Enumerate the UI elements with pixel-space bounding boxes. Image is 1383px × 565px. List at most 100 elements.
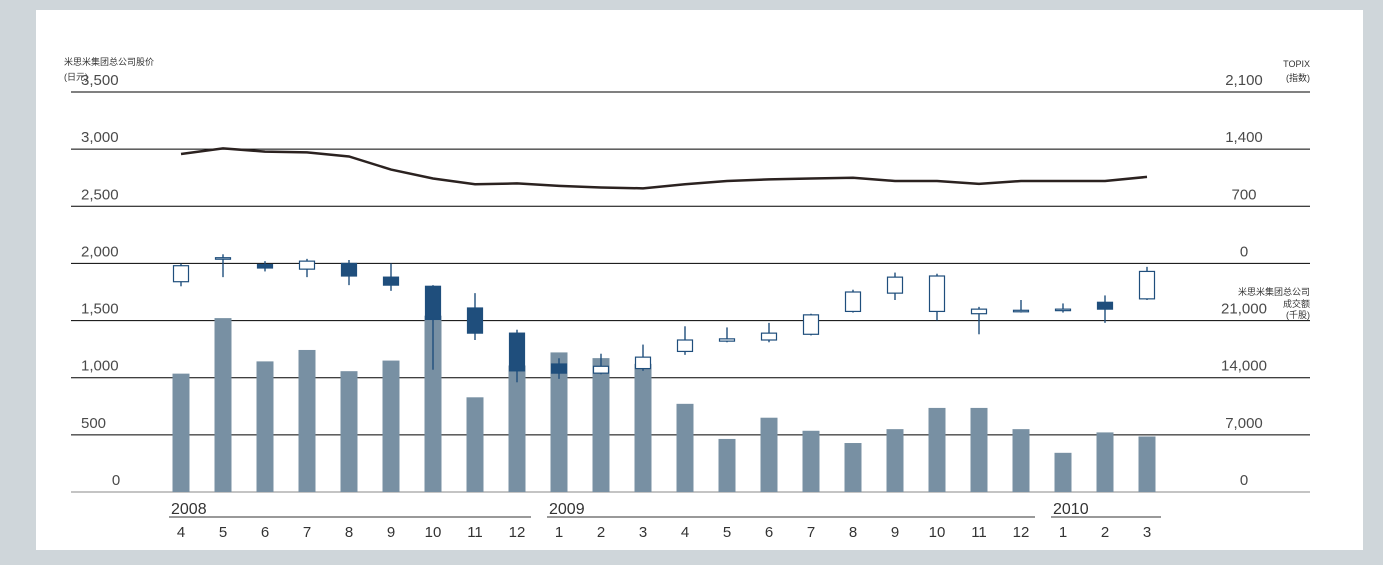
volume-axis-title: 米思米集团总公司 — [1238, 286, 1310, 297]
month-label: 8 — [849, 524, 857, 541]
month-label: 11 — [971, 524, 987, 541]
left-tick-label: 2,000 — [81, 243, 119, 260]
month-label: 7 — [303, 524, 311, 541]
volume-bar — [886, 429, 904, 492]
volume-axis-title2: 成交额 — [1283, 298, 1310, 309]
candle-body — [298, 260, 316, 270]
candle-body — [676, 339, 694, 353]
candle-body — [1096, 301, 1114, 310]
month-label: 3 — [639, 524, 647, 541]
volume-bar — [844, 443, 862, 492]
year-label: 2010 — [1053, 501, 1089, 518]
volume-bar — [970, 407, 988, 492]
left-tick-label: 1,000 — [81, 358, 119, 375]
candle-body — [928, 275, 946, 313]
month-label: 5 — [219, 524, 227, 541]
price-candles — [172, 254, 1156, 383]
month-label: 10 — [929, 524, 946, 541]
topix-line — [180, 147, 1148, 190]
left-axis-title: 米思米集团总公司股价 — [64, 56, 154, 67]
left-tick-label: 3,500 — [81, 72, 119, 89]
topix-axis-unit: (指数) — [1286, 72, 1310, 83]
month-label: 8 — [345, 524, 353, 541]
stock-chart: 米思米集团总公司股价 (日元) TOPIX (指数) 米思米集团总公司 成交额 … — [64, 56, 1310, 541]
candle-body — [760, 332, 778, 341]
volume-bar — [718, 438, 736, 492]
volume-bar — [1012, 429, 1030, 492]
volume-bars — [172, 315, 1156, 492]
left-tick-label: 500 — [81, 415, 106, 432]
left-axis-unit: (日元) — [64, 72, 88, 82]
left-tick-label: 1,500 — [81, 301, 119, 318]
candle-body — [1138, 270, 1156, 300]
volume-bar — [508, 365, 526, 492]
right-tick-label: 700 — [1231, 186, 1256, 203]
candle-body — [634, 356, 652, 370]
volume-bar — [298, 349, 316, 492]
volume-bar — [634, 363, 652, 492]
left-tick-label: 3,000 — [81, 129, 119, 146]
candle-body — [256, 263, 274, 269]
volume-bar — [172, 373, 190, 492]
chart-panel: 米思米集团总公司股价 (日元) TOPIX (指数) 米思米集团总公司 成交额 … — [36, 10, 1363, 550]
month-label: 4 — [177, 524, 185, 541]
left-tick-label: 2,500 — [81, 186, 119, 203]
volume-bar — [760, 417, 778, 492]
volume-bar — [802, 430, 820, 492]
candle-body — [802, 314, 820, 335]
volume-bar — [676, 403, 694, 492]
month-label: 1 — [1059, 524, 1067, 541]
right-tick-label: 1,400 — [1225, 129, 1263, 146]
month-label: 6 — [261, 524, 269, 541]
candle-body — [424, 285, 442, 321]
volume-bar — [1054, 452, 1072, 492]
month-label: 5 — [723, 524, 731, 541]
month-label: 2 — [597, 524, 605, 541]
right-tick-label: 14,000 — [1221, 358, 1267, 375]
month-label: 9 — [891, 524, 899, 541]
candle-body — [340, 262, 358, 277]
volume-bar — [928, 407, 946, 492]
month-label: 3 — [1143, 524, 1151, 541]
candle-body — [886, 276, 904, 294]
volume-bar — [256, 361, 274, 492]
grid-lines — [71, 91, 1310, 493]
right-tick-label: 0 — [1240, 243, 1248, 260]
left-tick-label: 0 — [112, 472, 120, 489]
candle-body — [970, 308, 988, 315]
candle-body — [172, 265, 190, 283]
month-label: 11 — [467, 524, 483, 541]
month-label: 12 — [509, 524, 526, 541]
candle-body — [214, 257, 232, 260]
candle-body — [1012, 309, 1030, 313]
right-tick-label: 7,000 — [1225, 415, 1263, 432]
month-label: 9 — [387, 524, 395, 541]
candle-body — [508, 332, 526, 372]
year-label: 2008 — [171, 501, 207, 518]
volume-bar — [550, 352, 568, 492]
month-label: 12 — [1013, 524, 1030, 541]
candle-body — [550, 363, 568, 374]
volume-bar — [382, 360, 400, 492]
volume-bar — [1138, 436, 1156, 492]
month-label: 7 — [807, 524, 815, 541]
topix-axis-title: TOPIX — [1283, 59, 1310, 69]
month-label: 2 — [1101, 524, 1109, 541]
volume-bar — [424, 315, 442, 492]
month-label: 6 — [765, 524, 773, 541]
candle-body — [1054, 308, 1072, 312]
right-tick-label: 2,100 — [1225, 72, 1263, 89]
month-label: 4 — [681, 524, 689, 541]
volume-bar — [1096, 432, 1114, 492]
right-tick-label: 0 — [1240, 472, 1248, 489]
candle-body — [382, 276, 400, 286]
volume-bar — [214, 318, 232, 492]
right-tick-label: 21,000 — [1221, 301, 1267, 318]
candle-body — [592, 365, 610, 374]
month-label: 1 — [555, 524, 563, 541]
left-tick-labels: 3,500 3,000 2,500 2,000 1,500 1,000 500 0 — [81, 72, 120, 489]
candle-body — [844, 291, 862, 313]
candle-body — [718, 338, 736, 342]
right-tick-labels: 2,100 1,400 700 0 21,000 14,000 7,000 0 — [1221, 72, 1267, 489]
